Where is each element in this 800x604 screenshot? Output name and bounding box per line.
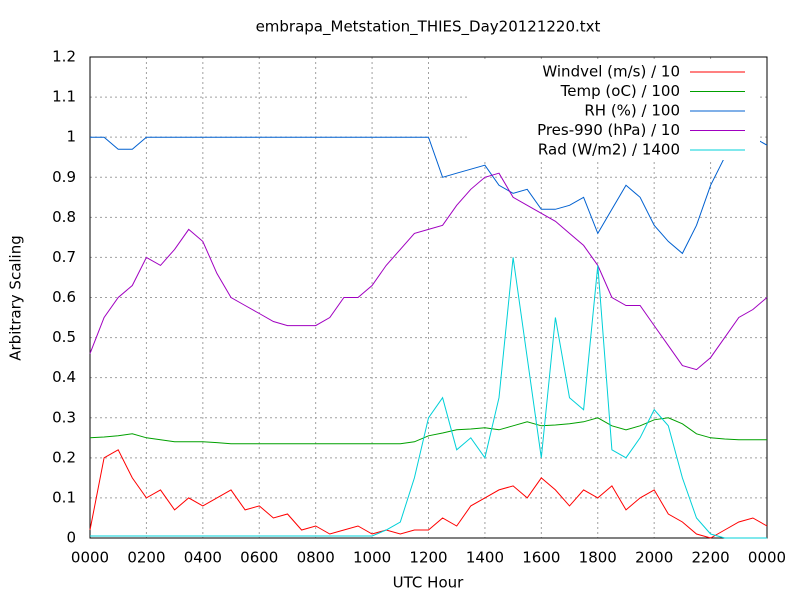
series-line: [89, 449, 768, 539]
y-axis-label: Arbitrary Scaling: [7, 235, 25, 361]
legend-label: Rad (W/m2) / 1400: [538, 141, 680, 159]
x-tick-label: 0800: [297, 549, 335, 567]
y-tick-label: 0.7: [52, 248, 76, 266]
x-tick-label: 0200: [127, 549, 165, 567]
x-tick-label: 1200: [409, 549, 447, 567]
y-tick-label: 1.2: [52, 48, 76, 66]
legend-label: Pres-990 (hPa) / 10: [537, 121, 680, 139]
chart-title: embrapa_Metstation_THIES_Day20121220.txt: [256, 18, 601, 37]
y-tick-label: 0.5: [52, 328, 76, 346]
y-tick-label: 0.3: [52, 408, 76, 426]
y-tick-label: 0.2: [52, 448, 76, 466]
y-tick-label: 1.1: [52, 88, 76, 106]
y-tick-label: 0.6: [52, 288, 76, 306]
legend-label: Windvel (m/s) / 10: [542, 63, 680, 81]
x-tick-label: 1600: [522, 549, 560, 567]
x-tick-label: 1400: [466, 549, 504, 567]
x-tick-label: 2200: [691, 549, 729, 567]
x-tick-label: 0000: [71, 549, 109, 567]
y-tick-label: 0.8: [52, 208, 76, 226]
y-tick-label: 0.4: [52, 368, 76, 386]
x-tick-label: 1800: [579, 549, 617, 567]
x-tick-label: 0000: [748, 549, 786, 567]
y-tick-label: 0: [66, 529, 76, 547]
y-tick-label: 0.9: [52, 168, 76, 186]
series-line: [89, 172, 768, 371]
series-line: [90, 257, 767, 539]
series-line: [90, 136, 768, 255]
series-line: [89, 417, 767, 445]
x-tick-label: 0400: [184, 549, 222, 567]
x-tick-label: 0600: [240, 549, 278, 567]
x-tick-label: 2000: [635, 549, 673, 567]
y-tick-label: 1: [66, 128, 76, 146]
x-axis-label: UTC Hour: [393, 574, 464, 592]
legend-label: Temp (oC) / 100: [560, 82, 680, 100]
legend-background: [470, 60, 760, 160]
y-tick-label: 0.1: [52, 488, 76, 506]
x-tick-label: 1000: [353, 549, 391, 567]
legend-label: RH (%) / 100: [584, 102, 680, 120]
